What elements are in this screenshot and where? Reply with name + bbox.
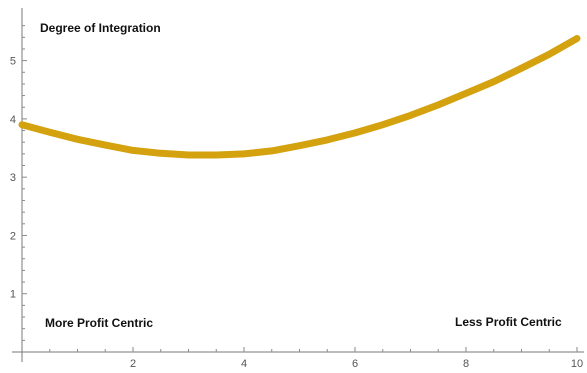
axes xyxy=(12,8,584,362)
y-tick-label: 4 xyxy=(10,114,16,126)
y-tick-label: 2 xyxy=(10,230,16,242)
ticks xyxy=(22,25,578,352)
series xyxy=(18,35,581,159)
y-tick-label: 3 xyxy=(10,172,16,184)
annotation-degree-of-integration: Degree of Integration xyxy=(40,21,161,35)
annotations: Degree of Integration More Profit Centri… xyxy=(40,21,562,330)
x-tick-label: 8 xyxy=(463,358,469,370)
x-tick-label: 6 xyxy=(352,358,358,370)
annotation-less-profit-centric: Less Profit Centric xyxy=(455,315,562,329)
y-tick-label: 1 xyxy=(10,289,16,301)
x-tick-label: 2 xyxy=(130,358,136,370)
x-tick-label: 4 xyxy=(241,358,247,370)
y-tick-label: 5 xyxy=(10,56,16,68)
annotation-more-profit-centric: More Profit Centric xyxy=(45,316,153,330)
x-tick-label: 10 xyxy=(571,358,583,370)
series-line xyxy=(18,35,581,159)
